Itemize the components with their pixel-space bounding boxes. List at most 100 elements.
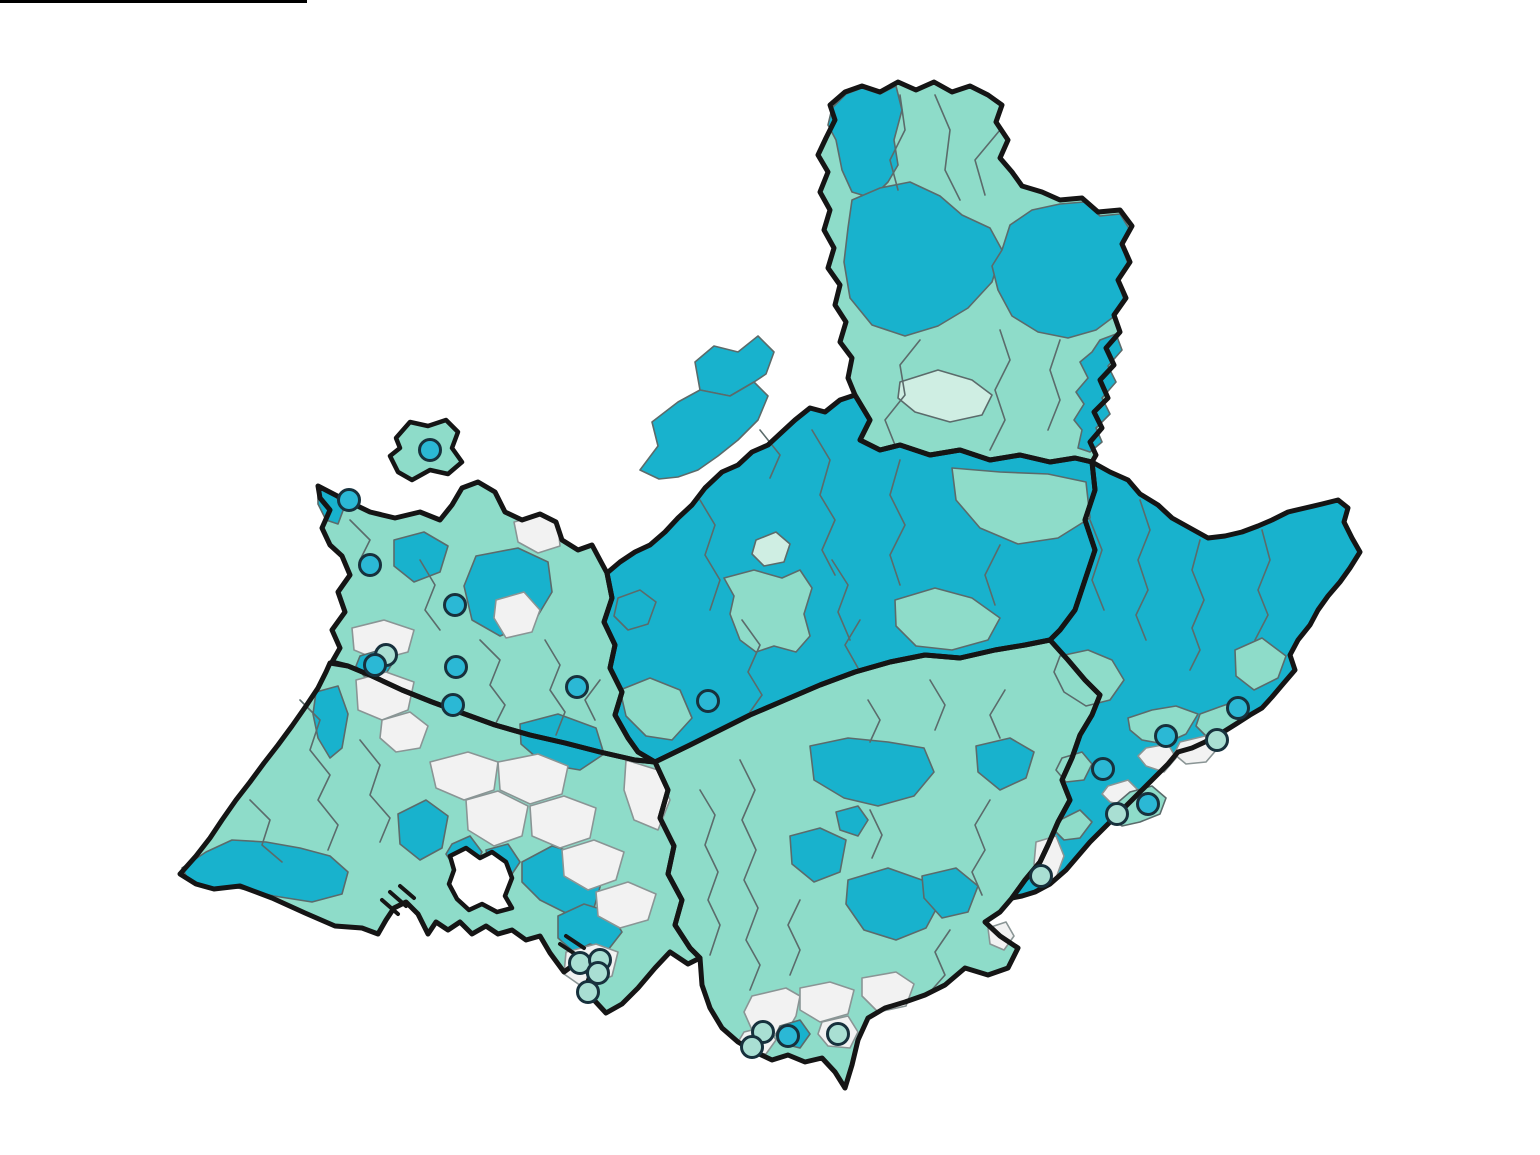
city-dot	[444, 655, 468, 679]
commune-patch	[845, 867, 941, 941]
commune-boundary-line	[889, 459, 906, 586]
commune-boundary-line	[249, 799, 283, 863]
area-east	[1012, 462, 1360, 898]
commune-patch	[894, 587, 1001, 651]
commune-boundary-line	[299, 699, 339, 851]
city-dot	[1154, 724, 1178, 748]
commune-boundary-line	[989, 689, 1006, 739]
city-dot	[441, 693, 465, 717]
commune-boundary-line	[989, 329, 1011, 451]
commune-patch	[379, 711, 429, 753]
commune-boundary-line	[787, 899, 801, 976]
commune-patch	[1073, 333, 1123, 453]
commune-boundary-line	[844, 619, 861, 669]
lagoon	[446, 845, 515, 915]
harbor-mark	[388, 890, 408, 908]
harbor-mark	[564, 934, 586, 950]
city-dot	[776, 1024, 800, 1048]
department-border	[1009, 459, 1363, 901]
city-dot	[337, 488, 361, 512]
city-dot	[586, 961, 610, 985]
commune-patch	[694, 335, 775, 397]
commune-patch	[355, 671, 415, 721]
city-dot	[1226, 696, 1250, 720]
harbor-mark	[380, 898, 400, 916]
commune-boundary-line	[1135, 499, 1151, 641]
commune-boundary-line	[479, 639, 506, 726]
commune-boundary-line	[1047, 339, 1061, 431]
commune-patch	[897, 369, 993, 423]
commune-boundary-line	[699, 499, 721, 611]
commune-boundary-line	[811, 429, 836, 576]
city-dot	[826, 1022, 850, 1046]
commune-boundary-line	[699, 789, 721, 956]
city-dot	[576, 980, 600, 1004]
commune-patch	[789, 827, 847, 883]
commune-boundary-line	[867, 699, 881, 743]
commune-boundary-line	[984, 544, 1001, 606]
city-dot	[358, 553, 382, 577]
commune-boundary-line	[1254, 529, 1271, 641]
commune-patch	[921, 867, 979, 919]
commune-boundary-line	[929, 679, 946, 731]
commune-patch	[751, 531, 791, 567]
commune-patch	[497, 753, 569, 805]
commune-boundary-line	[359, 739, 391, 843]
commune-boundary-line	[831, 559, 851, 641]
commune-patch	[397, 799, 449, 861]
commune-boundary-line	[584, 679, 601, 721]
city-dot	[1205, 728, 1229, 752]
commune-patch	[799, 981, 855, 1023]
commune-patch	[429, 751, 499, 801]
commune-patch	[809, 737, 935, 807]
commune-patch	[465, 790, 529, 847]
city-dot	[1029, 864, 1053, 888]
city-dot	[363, 653, 387, 677]
commune-boundary-line	[974, 129, 1001, 196]
commune-patch	[312, 685, 349, 759]
city-dot	[696, 689, 720, 713]
commune-patch	[561, 839, 625, 891]
commune-boundary-line	[741, 619, 763, 713]
harbor-mark	[398, 884, 416, 900]
commune-boundary-line	[544, 639, 566, 736]
city-dot	[418, 438, 442, 462]
commune-patch	[613, 589, 657, 631]
commune-boundary-line	[884, 339, 921, 446]
city-dot	[1136, 792, 1160, 816]
commune-boundary-line	[869, 809, 883, 859]
commune-boundary-line	[739, 759, 761, 991]
commune-patch	[951, 467, 1091, 545]
commune-patch	[835, 805, 869, 837]
commune-boundary-line	[759, 429, 781, 479]
commune-boundary-line	[929, 929, 951, 993]
commune-patch	[975, 737, 1035, 791]
department-border	[815, 79, 1135, 465]
commune-boundary-line	[1189, 539, 1205, 671]
commune-patch	[351, 619, 415, 661]
commune-boundary-line	[419, 559, 441, 631]
commune-patch	[619, 677, 693, 741]
city-dot	[1105, 802, 1129, 826]
commune-patch	[723, 569, 813, 653]
commune-boundary-line	[889, 94, 906, 191]
commune-patch	[393, 531, 449, 583]
commune-boundary-line	[934, 94, 961, 201]
city-dot	[740, 1035, 764, 1059]
commune-boundary-line	[349, 519, 371, 561]
commune-boundary-line	[971, 799, 991, 896]
cropped-top-rule	[0, 0, 307, 3]
city-dot	[443, 593, 467, 617]
commune-patch	[595, 881, 657, 929]
city-dot	[1091, 757, 1115, 781]
commune-boundary-line	[1089, 519, 1105, 611]
commune-patch	[843, 181, 1003, 337]
commune-patch	[529, 795, 597, 849]
commune-patch	[493, 591, 541, 639]
commune-patch	[1234, 637, 1287, 691]
commune-patch	[639, 381, 769, 480]
city-dot	[565, 675, 589, 699]
